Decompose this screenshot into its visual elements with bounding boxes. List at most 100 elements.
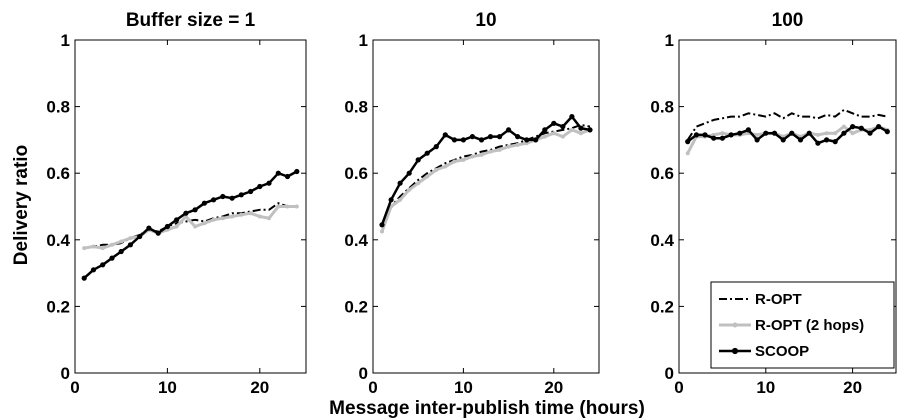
data-point: [118, 248, 124, 255]
data-point: [702, 132, 708, 138]
series-line: [381, 123, 591, 227]
data-point: [294, 204, 299, 209]
data-point: [452, 159, 457, 164]
data-point: [824, 137, 830, 143]
data-point: [239, 212, 244, 217]
data-point: [424, 150, 430, 156]
data-point: [220, 216, 225, 221]
plot-area: [74, 39, 307, 374]
series-r-opt: [686, 108, 888, 141]
x-axis-label: Message inter-publish time (hours): [329, 398, 645, 418]
data-point: [515, 134, 521, 140]
y-tick-label: 0.4: [650, 231, 674, 250]
data-point: [506, 144, 511, 149]
data-point: [201, 200, 207, 206]
y-tick-label: 0.2: [344, 297, 368, 316]
data-point: [569, 114, 575, 120]
data-point: [285, 204, 290, 209]
x-tick-label: 20: [250, 378, 269, 397]
legend: R-OPT R-OPT (2 hops) SCOOP: [710, 281, 895, 369]
legend-entry: R-OPT: [719, 291, 802, 308]
data-point: [416, 181, 421, 186]
legend-entry: SCOOP: [719, 343, 809, 360]
data-point: [415, 157, 421, 163]
data-point: [815, 140, 821, 146]
data-point: [109, 255, 115, 261]
data-point: [155, 230, 161, 236]
data-point: [275, 170, 281, 176]
data-point: [434, 167, 439, 172]
data-point: [833, 131, 838, 136]
y-tick-label: 1: [61, 31, 70, 50]
data-point: [832, 139, 838, 145]
y-tick-label: 0.8: [344, 98, 368, 117]
data-point: [257, 214, 262, 219]
y-tick-label: 0.6: [650, 164, 674, 183]
data-point: [524, 137, 530, 143]
data-point: [824, 131, 829, 136]
series-scoop: [81, 168, 300, 281]
data-point: [745, 127, 752, 133]
data-point: [876, 124, 882, 130]
data-point: [587, 127, 593, 133]
data-point: [407, 187, 412, 192]
data-point: [257, 183, 263, 190]
data-point: [560, 124, 566, 130]
data-point: [284, 173, 291, 180]
x-tick-label: 10: [158, 378, 177, 397]
data-point: [693, 132, 700, 138]
data-point: [711, 135, 717, 141]
data-point: [487, 134, 494, 140]
legend-label: R-OPT (2 hops): [755, 317, 864, 334]
y-tick-label: 0: [665, 364, 674, 383]
series-scoop: [685, 124, 890, 146]
data-point: [720, 131, 725, 136]
data-point: [551, 120, 557, 126]
data-point: [128, 236, 133, 241]
data-point: [81, 275, 87, 281]
data-point: [248, 211, 253, 216]
panel-title: Buffer size = 1: [126, 10, 256, 31]
data-point: [460, 137, 466, 143]
y-tick-label: 1: [359, 31, 368, 50]
data-point: [164, 223, 170, 230]
data-point: [754, 137, 760, 143]
data-point: [398, 197, 403, 202]
data-point: [797, 137, 804, 143]
data-point: [238, 192, 244, 198]
data-point: [266, 180, 272, 186]
legend-label: R-OPT: [755, 291, 802, 308]
data-point: [127, 242, 133, 248]
data-point: [267, 216, 271, 221]
data-point: [728, 132, 734, 138]
data-point: [542, 134, 547, 139]
y-tick-label: 0.8: [46, 98, 70, 117]
x-tick-label: 0: [368, 378, 377, 397]
series-r-opt: [381, 123, 591, 227]
data-point: [202, 221, 207, 226]
data-point: [425, 174, 430, 179]
data-point: [91, 244, 96, 249]
data-point: [174, 224, 179, 229]
data-point: [515, 142, 520, 147]
data-point: [433, 144, 439, 150]
data-point: [841, 124, 846, 129]
data-point: [850, 131, 855, 136]
data-point: [479, 152, 484, 157]
y-tick-label: 0: [359, 364, 368, 383]
data-point: [533, 137, 539, 143]
y-tick-label: 0.6: [344, 164, 368, 183]
data-point: [211, 217, 216, 222]
data-point: [230, 214, 235, 219]
legend-marker: [731, 347, 739, 355]
data-point: [397, 180, 403, 186]
data-point: [497, 147, 502, 152]
data-point: [578, 131, 583, 136]
data-point: [90, 267, 97, 273]
y-axis-label: Delivery ratio: [11, 145, 32, 265]
data-point: [461, 157, 466, 162]
data-point: [867, 130, 873, 136]
data-point: [841, 130, 847, 136]
data-point: [497, 134, 503, 140]
